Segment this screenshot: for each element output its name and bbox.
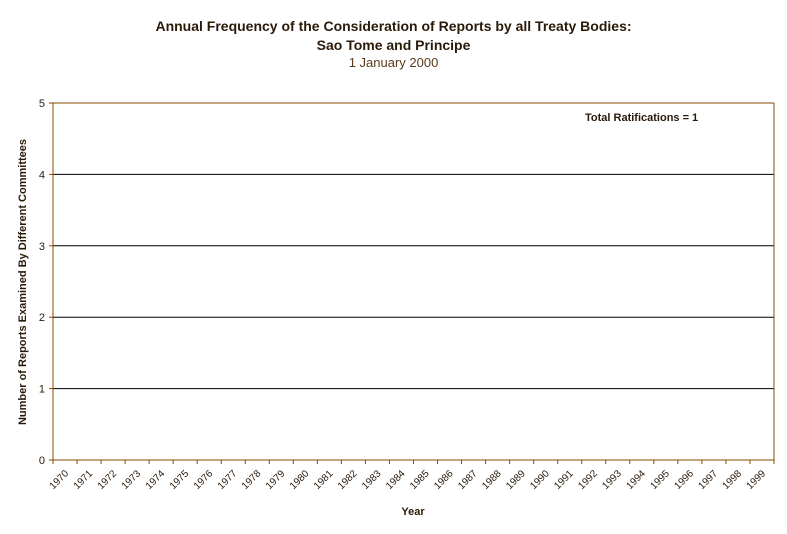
x-tick-label: 1993 (600, 468, 624, 492)
x-tick-label: 1972 (96, 468, 120, 492)
x-tick-label: 1988 (480, 468, 504, 492)
y-tick-label: 0 (39, 455, 45, 467)
y-tick-label: 5 (39, 98, 45, 110)
x-tick-label: 1994 (624, 468, 648, 492)
x-tick-label: 1974 (144, 468, 168, 492)
gridlines (53, 173, 774, 390)
x-tick-label: 1992 (576, 468, 600, 492)
axes (52, 102, 775, 461)
x-tick-label: 1970 (48, 468, 72, 492)
y-tick-label: 4 (39, 169, 45, 181)
x-tick-label: 1990 (528, 468, 552, 492)
x-tick-label: 1971 (72, 468, 96, 492)
x-tick-label: 1997 (697, 468, 721, 492)
x-axis-ticks: 1970 1971 1972 1973 1974 1975 1976 1977 1978 1979… (48, 460, 775, 492)
x-tick-label: 1987 (456, 468, 480, 492)
x-tick-label: 1996 (672, 468, 696, 492)
x-tick-label: 1995 (648, 468, 672, 492)
total-ratifications-annotation: Total Ratifications = 1 (585, 112, 698, 124)
x-tick-label: 1979 (264, 468, 288, 492)
x-tick-label: 1986 (432, 468, 456, 492)
x-tick-label: 1989 (504, 468, 528, 492)
y-axis-ticks: 0 1 2 3 4 5 (39, 98, 53, 467)
x-tick-label: 1977 (216, 468, 240, 492)
x-tick-label: 1999 (745, 468, 769, 492)
x-tick-label: 1973 (120, 468, 144, 492)
y-tick-label: 2 (39, 312, 45, 324)
x-tick-label: 1984 (384, 468, 408, 492)
x-tick-label: 1981 (312, 468, 336, 492)
y-axis-label: Number of Reports Examined By Different … (17, 139, 29, 425)
chart-title: Annual Frequency of the Consideration of… (155, 18, 632, 34)
x-tick-label: 1976 (192, 468, 216, 492)
chart-subtitle: Sao Tome and Principe (316, 37, 471, 53)
x-tick-label: 1980 (288, 468, 312, 492)
x-tick-label: 1975 (168, 468, 192, 492)
x-tick-label: 1978 (240, 468, 264, 492)
y-tick-label: 3 (39, 241, 45, 253)
x-tick-label: 1982 (336, 468, 360, 492)
x-tick-label: 1998 (721, 468, 745, 492)
chart-date: 1 January 2000 (348, 55, 439, 70)
y-tick-label: 1 (39, 384, 45, 396)
x-axis-label: Year (401, 506, 425, 518)
x-tick-label: 1983 (360, 468, 384, 492)
x-tick-label: 1991 (552, 468, 576, 492)
x-tick-label: 1985 (408, 468, 432, 492)
